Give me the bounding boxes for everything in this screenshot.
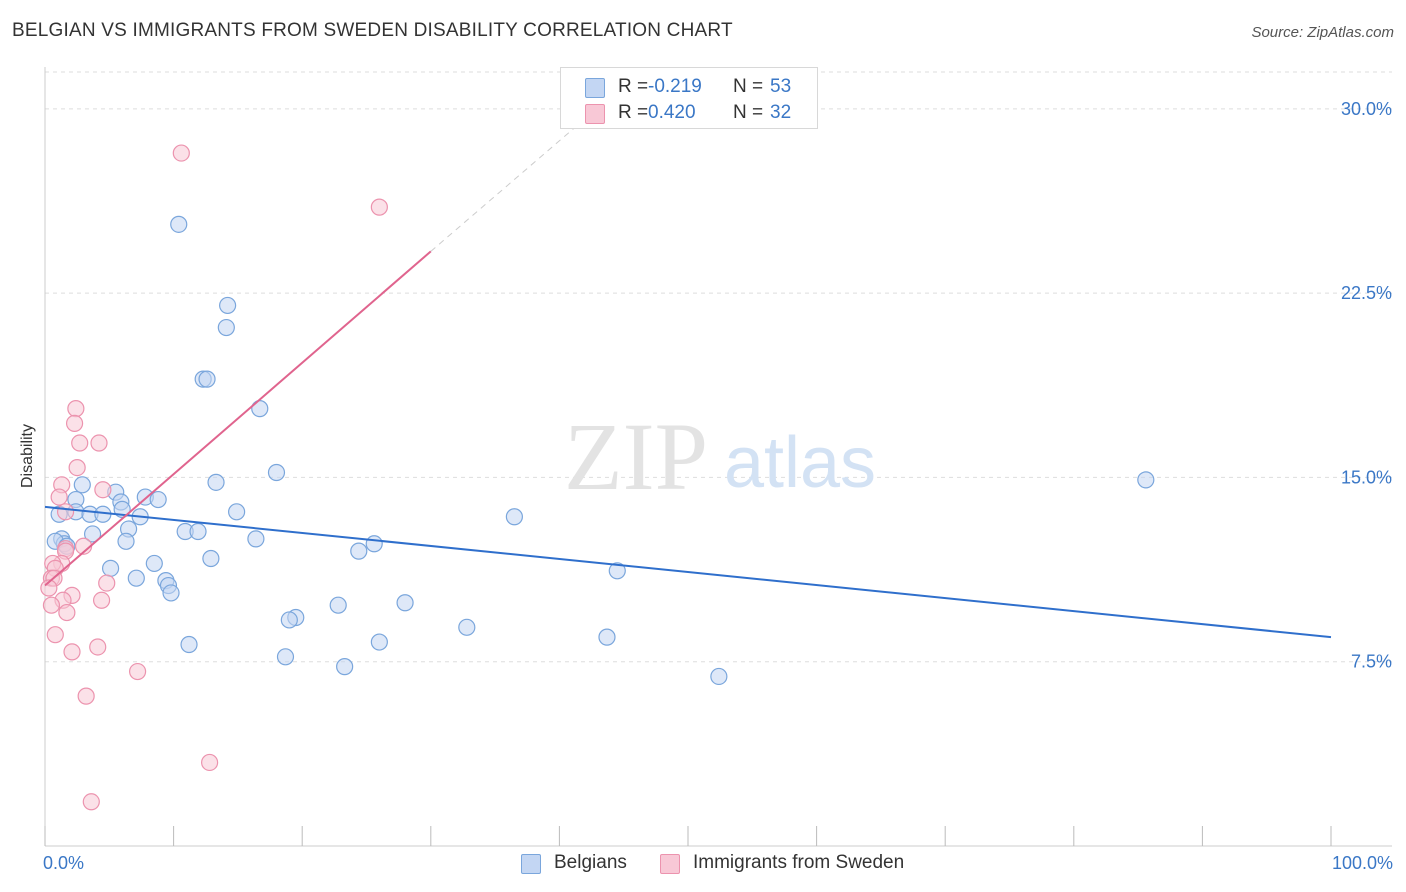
stats-box: R = -0.219 N = 53 R = 0.420 N = 32 (560, 67, 818, 129)
belgians-point (336, 658, 354, 676)
x-tick-label: 100.0% (1332, 853, 1393, 873)
sweden-point (40, 579, 58, 597)
belgians-point (228, 503, 246, 521)
sweden-swatch (585, 104, 605, 124)
sweden-point (94, 481, 112, 499)
sweden-point (128, 662, 147, 681)
y-tick-label: 22.5% (1341, 283, 1392, 303)
sweden-point (71, 434, 89, 452)
belgians-point (267, 463, 286, 482)
y-tick-label: 7.5% (1351, 652, 1392, 672)
chart-title: BELGIAN VS IMMIGRANTS FROM SWEDEN DISABI… (12, 20, 733, 41)
sweden-point (98, 574, 116, 592)
axes (44, 67, 1392, 847)
belgians-swatch (585, 78, 605, 98)
legend-swatch-sweden (660, 854, 680, 874)
belgians-point (1137, 471, 1155, 489)
sweden-point (63, 643, 81, 661)
trend-lines (44, 118, 1332, 639)
sweden-point (370, 198, 388, 216)
sweden-point (58, 603, 76, 622)
n-value: 32 (770, 102, 792, 123)
belgians-point (608, 562, 626, 580)
sweden-point (90, 434, 108, 452)
belgians-point (198, 370, 216, 388)
legend-label-sweden: Immigrants from Sweden (693, 852, 905, 873)
sweden-point (92, 591, 111, 609)
belgians-point (247, 530, 265, 548)
data-points (40, 144, 1155, 811)
sweden-point (201, 753, 219, 772)
belgians-point (598, 628, 616, 646)
belgians-point (251, 400, 269, 418)
belgians-point (329, 596, 347, 614)
x-tick-label: 0.0% (43, 853, 84, 873)
belgians-point (276, 648, 295, 666)
sweden-point (172, 144, 190, 162)
r-label: R = (618, 76, 649, 97)
r-value: -0.219 (648, 76, 702, 97)
r-label: R = (618, 102, 649, 123)
belgians-point (170, 215, 188, 233)
sweden-point (65, 414, 84, 432)
belgians-point (73, 476, 91, 494)
sweden-point (67, 400, 85, 418)
sweden-point (42, 596, 61, 614)
sweden-point (56, 503, 75, 521)
sweden-point (46, 626, 64, 644)
sweden-point (89, 638, 107, 656)
belgians-point (117, 532, 135, 550)
y-tick-label: 15.0% (1341, 467, 1392, 487)
watermark-zip: ZIP (564, 403, 708, 510)
belgians-point (458, 618, 476, 636)
r-value: 0.420 (648, 102, 696, 123)
n-value: 53 (770, 76, 792, 97)
source-label: Source: ZipAtlas.com (1251, 24, 1394, 41)
belgians-point (202, 549, 220, 568)
watermark: ZIP atlas (564, 403, 876, 510)
sweden-trend-extension (430, 118, 586, 252)
tick-labels: 7.5% 15.0% 22.5% 30.0% 0.0% 100.0% (43, 99, 1393, 873)
belgians-point (127, 569, 145, 587)
belgians-point (189, 522, 207, 541)
watermark-atlas: atlas (724, 423, 876, 503)
legend-label-belgians: Belgians (554, 852, 627, 873)
sweden-point (68, 459, 86, 477)
belgians-point (145, 554, 163, 573)
gridlines (45, 71, 1392, 663)
belgians-point (217, 318, 235, 337)
n-label: N = (733, 102, 764, 123)
belgians-point (101, 559, 120, 577)
belgians-trend-line (44, 505, 1332, 639)
sweden-point (50, 488, 68, 506)
belgians-point (710, 667, 728, 686)
belgians-point (370, 633, 388, 651)
belgians-point (83, 525, 102, 543)
belgians-point (149, 490, 167, 509)
y-tick-label: 30.0% (1341, 99, 1392, 119)
belgians-point (365, 535, 383, 553)
sweden-point (77, 687, 95, 705)
belgians-point (219, 296, 237, 315)
belgians-point (396, 594, 414, 612)
belgians-point (280, 611, 298, 629)
belgians-point (180, 635, 198, 654)
legend-swatch-belgians (521, 854, 541, 874)
belgians-point (505, 508, 523, 526)
belgians-point (350, 542, 368, 560)
belgians-point (162, 584, 180, 602)
n-label: N = (733, 76, 764, 97)
belgians-point (207, 473, 225, 491)
sweden-point (82, 793, 100, 811)
sweden-trend-line (44, 250, 432, 587)
